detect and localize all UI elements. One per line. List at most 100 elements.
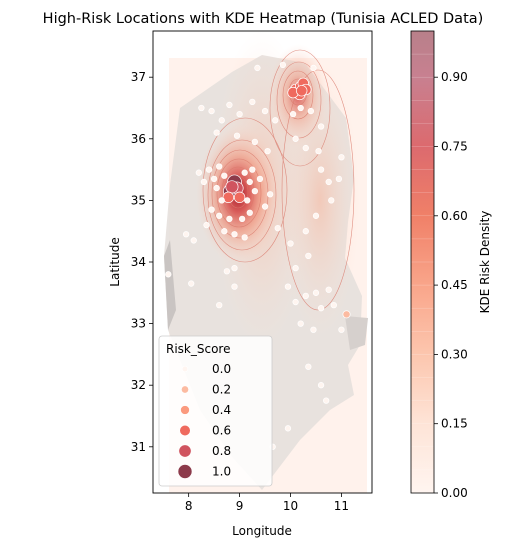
data-point [231, 265, 238, 272]
data-point [272, 117, 279, 124]
data-point [238, 215, 246, 223]
data-point [254, 64, 261, 72]
data-point [218, 117, 225, 124]
data-point [223, 268, 230, 275]
data-point [216, 301, 223, 309]
legend-title: Risk_Score [166, 342, 230, 356]
y-tick-label: 35 [131, 193, 146, 207]
data-point [249, 98, 256, 105]
colorbar-tick-label: 0.60 [441, 209, 468, 223]
x-tick-label: 9 [236, 499, 244, 513]
data-point [264, 147, 271, 155]
data-point [246, 178, 253, 186]
data-point [216, 212, 223, 219]
colorbar-ticks: 0.00 0.15 0.30 0.45 0.60 0.75 0.90 [434, 70, 468, 500]
data-point [338, 154, 345, 161]
data-point [330, 301, 337, 309]
data-point [198, 104, 205, 112]
data-point [305, 252, 312, 259]
legend-label: 0.6 [212, 424, 231, 438]
y-tick-label: 32 [131, 378, 146, 392]
legend-label: 1.0 [212, 465, 231, 479]
data-point [302, 228, 309, 235]
data-point [188, 280, 195, 287]
data-point [297, 104, 304, 112]
data-point [251, 188, 259, 195]
kde-contour [282, 70, 314, 120]
data-point [292, 135, 299, 142]
data-point [317, 305, 325, 312]
scatter-points [165, 61, 351, 450]
data-point [325, 178, 332, 186]
data-point [342, 310, 351, 319]
data-point [205, 166, 213, 173]
data-point [208, 206, 215, 213]
colorbar: 0.00 0.15 0.30 0.45 0.60 0.75 0.90 KDE Risk De… [410, 30, 492, 500]
data-point [338, 326, 345, 333]
colorbar-bands [411, 53, 434, 471]
legend-label: 0.0 [212, 362, 231, 376]
data-point [292, 265, 299, 272]
data-point [244, 197, 251, 204]
data-point [231, 283, 238, 290]
x-tick-label: 11 [334, 499, 349, 513]
data-point [307, 107, 315, 115]
data-point [210, 175, 218, 182]
data-point [328, 197, 335, 204]
data-point [241, 169, 248, 176]
data-point [305, 363, 312, 370]
data-point [302, 144, 309, 152]
data-point [249, 166, 256, 173]
legend-marker [180, 405, 190, 415]
legend-marker [179, 424, 191, 437]
y-tick-label: 31 [131, 440, 146, 454]
colorbar-label: KDE Risk Density [478, 211, 492, 314]
data-point [284, 425, 292, 432]
data-point [203, 221, 210, 229]
data-point [246, 209, 253, 216]
data-point [221, 228, 228, 235]
legend-entries: 0.0 0.2 0.4 0.6 0.8 1.0 [177, 362, 231, 479]
data-point [218, 197, 225, 204]
data-point [251, 138, 259, 146]
data-point [226, 101, 233, 109]
data-point [315, 147, 322, 155]
kde-contour [207, 139, 277, 251]
kde-overlay [164, 31, 368, 493]
legend: Risk_Score 0.0 0.2 0.4 0.6 0.8 1.0 [158, 335, 273, 487]
colorbar-tick-label: 0.90 [441, 70, 468, 84]
legend-marker [181, 385, 189, 394]
data-point [266, 191, 274, 198]
colorbar-gradient [411, 31, 434, 493]
kde-contour [202, 117, 288, 263]
colorbar-tick-label: 0.30 [441, 347, 468, 361]
country-region-shadow [345, 316, 368, 350]
data-point [241, 234, 248, 241]
data-point [297, 320, 304, 327]
data-point [279, 61, 287, 69]
kde-contour [269, 49, 331, 167]
data-point [216, 163, 223, 170]
data-point [296, 85, 308, 97]
data-point [222, 191, 235, 203]
data-point [195, 169, 202, 176]
data-point [312, 212, 320, 219]
kde-contour [281, 69, 355, 311]
data-point [317, 166, 325, 173]
data-point [310, 326, 317, 333]
kde-contour [216, 158, 262, 228]
data-point [208, 107, 215, 115]
colorbar-tick-label: 0.75 [441, 140, 468, 154]
data-point [274, 224, 281, 232]
data-point [323, 397, 330, 404]
x-axis: 8 9 10 11 [185, 493, 349, 513]
data-point [335, 175, 343, 182]
data-point [292, 298, 299, 306]
data-point [325, 286, 332, 293]
colorbar-tick-label: 0.00 [441, 486, 468, 500]
y-tick-label: 34 [131, 255, 146, 269]
data-point [284, 283, 292, 290]
data-point [317, 382, 325, 389]
legend-label: 0.8 [212, 444, 231, 458]
